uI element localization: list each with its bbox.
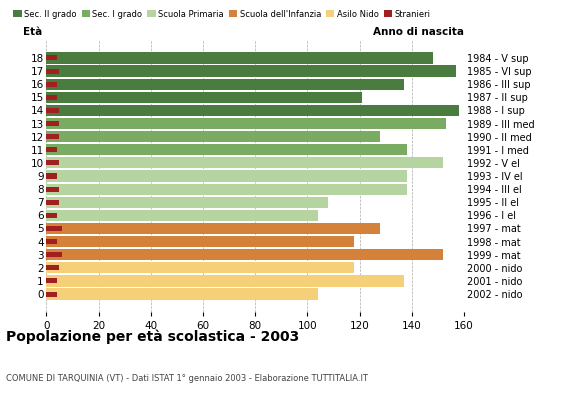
Text: COMUNE DI TARQUINIA (VT) - Dati ISTAT 1° gennaio 2003 - Elaborazione TUTTITALIA.: COMUNE DI TARQUINIA (VT) - Dati ISTAT 1°… — [6, 374, 368, 383]
Bar — [46, 265, 59, 270]
Bar — [46, 131, 380, 142]
Bar — [46, 249, 443, 260]
Bar — [46, 82, 57, 87]
Bar — [46, 105, 459, 116]
Bar — [46, 160, 59, 165]
Bar — [46, 223, 380, 234]
Bar — [46, 187, 59, 192]
Bar — [46, 275, 404, 286]
Bar — [46, 210, 318, 221]
Text: Età: Età — [23, 27, 42, 37]
Bar — [46, 147, 57, 152]
Bar — [46, 200, 59, 205]
Legend: Sec. II grado, Sec. I grado, Scuola Primaria, Scuola dell'Infanzia, Asilo Nido, : Sec. II grado, Sec. I grado, Scuola Prim… — [10, 6, 434, 22]
Bar — [46, 144, 407, 155]
Bar — [46, 78, 404, 90]
Bar — [46, 108, 59, 113]
Text: Anno di nascita: Anno di nascita — [373, 27, 464, 37]
Bar — [46, 236, 354, 247]
Bar — [46, 134, 59, 139]
Bar — [46, 278, 57, 284]
Text: Popolazione per età scolastica - 2003: Popolazione per età scolastica - 2003 — [6, 330, 299, 344]
Bar — [46, 92, 362, 103]
Bar — [46, 252, 62, 257]
Bar — [46, 56, 57, 60]
Bar — [46, 118, 445, 129]
Bar — [46, 184, 407, 195]
Bar — [46, 121, 59, 126]
Bar — [46, 226, 62, 231]
Bar — [46, 52, 433, 64]
Bar — [46, 95, 57, 100]
Bar — [46, 197, 328, 208]
Bar — [46, 170, 407, 182]
Bar — [46, 239, 57, 244]
Bar — [46, 262, 354, 274]
Bar — [46, 66, 456, 77]
Bar — [46, 157, 443, 168]
Bar — [46, 174, 57, 178]
Bar — [46, 288, 318, 300]
Bar — [46, 213, 57, 218]
Bar — [46, 292, 57, 296]
Bar — [46, 68, 59, 74]
